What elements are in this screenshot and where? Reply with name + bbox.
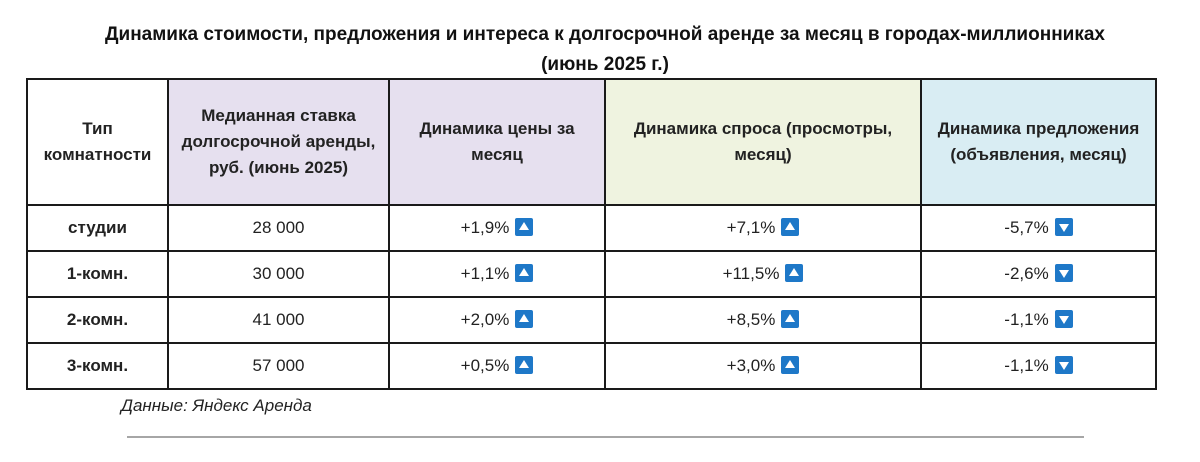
price-dynamics-cell: +0,5% xyxy=(388,342,606,390)
price-dynamics-cell: +1,1% xyxy=(388,250,606,298)
column-header-demand-dynamics: Динамика спроса (просмотры, месяц) xyxy=(604,78,922,206)
demand-dynamics-cell-value: +7,1% xyxy=(726,218,776,237)
room-type-cell: студии xyxy=(26,204,169,252)
median-rate-cell-value: 30 000 xyxy=(252,264,305,283)
room-type-cell-value: студии xyxy=(68,218,127,237)
column-header-room-type: Тип комнатности xyxy=(26,78,169,206)
price-dynamics-cell-value: +1,1% xyxy=(460,264,510,283)
table-row: студии 28 000 +1,9% +7,1% -5,7% xyxy=(26,204,1157,252)
header-row: Тип комнатности Медианная ставка долгоср… xyxy=(26,78,1157,206)
room-type-cell-value: 3-комн. xyxy=(66,356,129,375)
demand-dynamics-cell: +7,1% xyxy=(604,204,922,252)
supply-dynamics-cell-value: -1,1% xyxy=(1004,310,1049,329)
median-rate-cell: 57 000 xyxy=(167,342,390,390)
arrow-down-icon xyxy=(1054,264,1073,282)
supply-dynamics-cell: -1,1% xyxy=(920,296,1157,344)
room-type-cell: 3-комн. xyxy=(26,342,169,390)
table-row: 2-комн. 41 000 +2,0% +8,5% -1,1% xyxy=(26,296,1157,344)
arrow-up-icon xyxy=(515,218,534,236)
room-type-cell-value: 1-комн. xyxy=(66,264,129,283)
price-dynamics-cell: +1,9% xyxy=(388,204,606,252)
room-type-cell: 2-комн. xyxy=(26,296,169,344)
demand-dynamics-cell-value: +11,5% xyxy=(722,264,780,283)
arrow-up-icon xyxy=(785,264,804,282)
supply-dynamics-cell-value: -2,6% xyxy=(1004,264,1049,283)
arrow-up-icon xyxy=(515,264,534,282)
arrow-up-icon xyxy=(515,356,534,374)
median-rate-cell-value: 28 000 xyxy=(252,218,305,237)
divider xyxy=(127,436,1084,438)
median-rate-cell-value: 41 000 xyxy=(252,310,305,329)
arrow-down-icon xyxy=(1054,218,1073,236)
room-type-cell-value: 2-комн. xyxy=(66,310,129,329)
arrow-up-icon xyxy=(515,310,534,328)
column-header-median-rate: Медианная ставка долгосрочной аренды, ру… xyxy=(167,78,390,206)
source-note: Данные: Яндекс Аренда xyxy=(121,396,312,415)
supply-dynamics-cell: -2,6% xyxy=(920,250,1157,298)
demand-dynamics-cell-value: +3,0% xyxy=(726,356,776,375)
supply-dynamics-cell-value: -5,7% xyxy=(1004,218,1049,237)
demand-dynamics-cell: +8,5% xyxy=(604,296,922,344)
room-type-cell: 1-комн. xyxy=(26,250,169,298)
arrow-down-icon xyxy=(1054,356,1073,374)
price-dynamics-cell-value: +1,9% xyxy=(460,218,510,237)
median-rate-cell: 30 000 xyxy=(167,250,390,298)
rent-dynamics-table: Тип комнатности Медианная ставка долгоср… xyxy=(26,78,1157,390)
column-header-price-dynamics: Динамика цены за месяц xyxy=(388,78,606,206)
demand-dynamics-cell: +11,5% xyxy=(604,250,922,298)
price-dynamics-cell: +2,0% xyxy=(388,296,606,344)
table-body: студии 28 000 +1,9% +7,1% -5,7% 1-комн. 30 000… xyxy=(26,204,1157,390)
median-rate-cell: 41 000 xyxy=(167,296,390,344)
column-header-supply-dynamics: Динамика предложения (объявления, месяц) xyxy=(920,78,1157,206)
arrow-up-icon xyxy=(781,218,800,236)
supply-dynamics-cell: -1,1% xyxy=(920,342,1157,390)
arrow-up-icon xyxy=(781,356,800,374)
arrow-up-icon xyxy=(781,310,800,328)
demand-dynamics-cell: +3,0% xyxy=(604,342,922,390)
arrow-down-icon xyxy=(1054,310,1073,328)
price-dynamics-cell-value: +0,5% xyxy=(460,356,510,375)
table-title: Динамика стоимости, предложения и интере… xyxy=(104,24,1105,75)
median-rate-cell: 28 000 xyxy=(167,204,390,252)
table-row: 3-комн. 57 000 +0,5% +3,0% -1,1% xyxy=(26,342,1157,390)
table-row: 1-комн. 30 000 +1,1% +11,5% -2,6% xyxy=(26,250,1157,298)
supply-dynamics-cell-value: -1,1% xyxy=(1004,356,1049,375)
demand-dynamics-cell-value: +8,5% xyxy=(726,310,776,329)
supply-dynamics-cell: -5,7% xyxy=(920,204,1157,252)
median-rate-cell-value: 57 000 xyxy=(252,356,305,375)
price-dynamics-cell-value: +2,0% xyxy=(460,310,510,329)
